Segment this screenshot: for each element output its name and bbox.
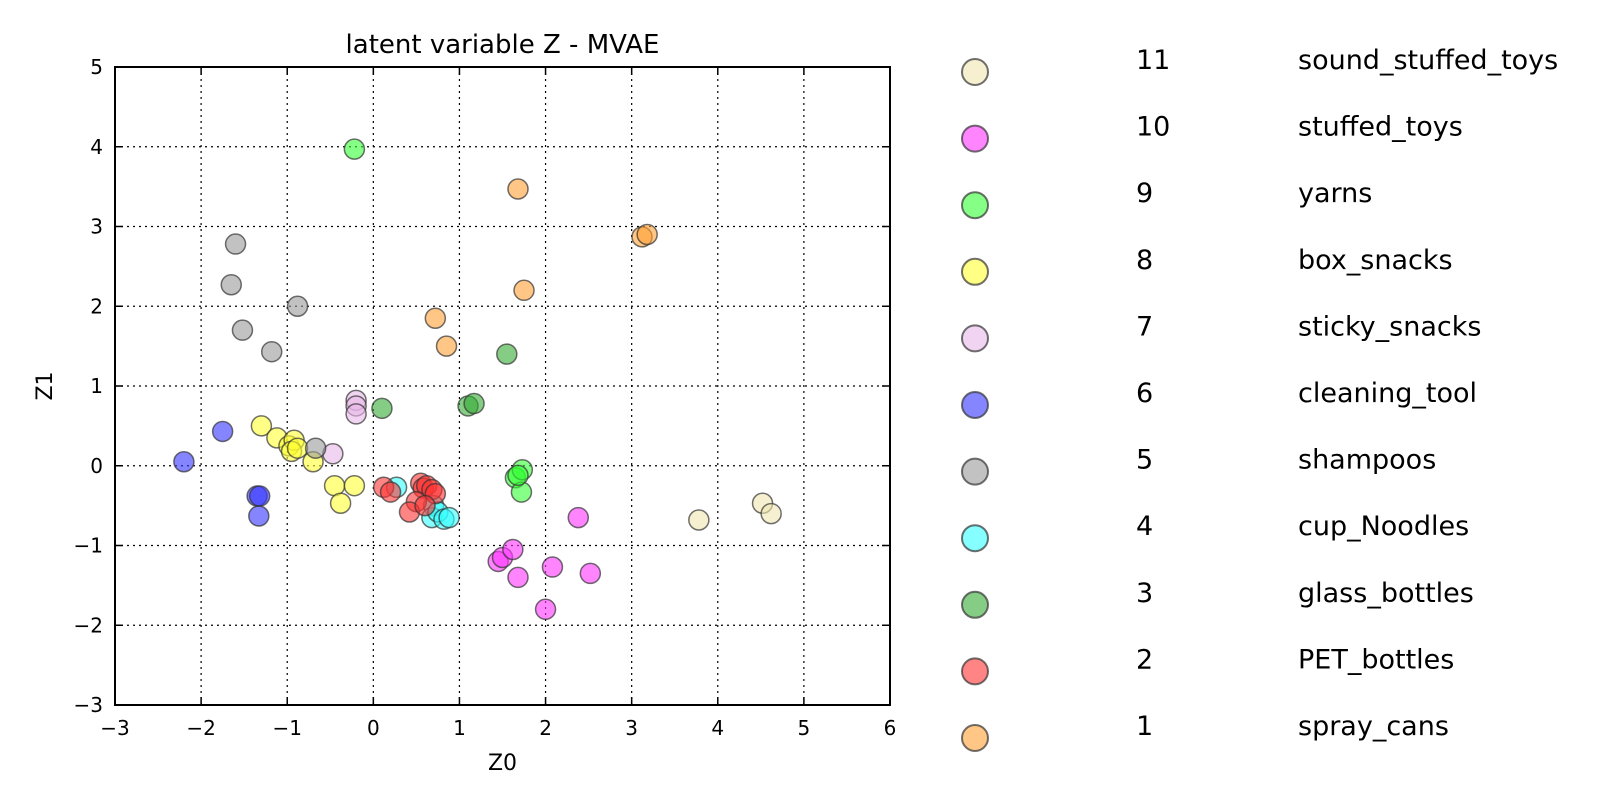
scatter-point-cleaning_tool	[173, 451, 195, 473]
y-tick-label: 1	[90, 374, 103, 398]
scatter-point-box_snacks	[343, 474, 366, 497]
scatter-point-shampoos	[260, 340, 283, 363]
x-tick-label: 2	[539, 716, 552, 740]
scatter-point-yarns	[343, 138, 366, 160]
scatter-point-yarns	[507, 464, 529, 487]
y-tick-label: 4	[90, 135, 103, 159]
x-tick-label: −3	[100, 716, 129, 740]
scatter-point-PET_bottles	[379, 481, 402, 503]
x-tick-label: 4	[711, 716, 724, 740]
scatter-point-shampoos	[220, 273, 242, 296]
scatter-point-spray_cans	[424, 307, 447, 329]
x-tick-label: 6	[884, 716, 897, 740]
scatter-point-spray_cans	[507, 178, 529, 200]
legend-marker	[961, 58, 989, 86]
scatter-point-glass_bottles	[463, 392, 485, 415]
scatter-point-glass_bottles	[496, 343, 518, 365]
legend-id: 9	[1136, 178, 1153, 209]
y-tick-label: −1	[74, 534, 103, 558]
legend-id: 10	[1136, 112, 1170, 143]
chart-title: latent variable Z - MVAE	[346, 30, 660, 60]
scatter-point-cleaning_tool	[248, 505, 270, 527]
scatter-point-shampoos	[304, 437, 327, 459]
scatter-point-sticky_snacks	[345, 403, 367, 425]
legend-label: stuffed_toys	[1298, 112, 1463, 143]
legend-label: glass_bottles	[1298, 578, 1474, 609]
y-tick-label: 3	[90, 215, 103, 239]
legend-marker	[961, 524, 989, 553]
y-tick-label: 2	[90, 294, 103, 318]
legend-label: yarns	[1298, 178, 1372, 209]
legend-marker	[961, 724, 989, 752]
legend-id: 5	[1136, 445, 1153, 476]
scatter-point-spray_cans	[513, 279, 535, 302]
scatter-point-sound_stuffed_toys	[688, 509, 710, 531]
scatter-point-box_snacks	[250, 415, 273, 437]
scatter-point-spray_cans	[435, 335, 458, 357]
legend-marker	[961, 391, 989, 419]
scatter-point-box_snacks	[329, 492, 352, 514]
legend-marker	[961, 191, 989, 220]
legend-label: cup_Noodles	[1298, 511, 1469, 542]
x-axis-label: Z0	[488, 751, 517, 776]
scatter-point-stuffed_toys	[534, 598, 557, 621]
scatter-point-stuffed_toys	[567, 506, 590, 529]
x-tick-label: 1	[453, 716, 466, 740]
x-tick-label: −2	[186, 716, 215, 740]
legend-marker	[961, 590, 989, 619]
legend-marker	[961, 457, 989, 486]
axis-ticks: −3 −2 −1 0 1 2 3 4 5 6 −3 −2 −1 0 1 2 3 4 5	[74, 55, 897, 740]
legend-marker	[961, 324, 989, 353]
legend-id: 7	[1136, 311, 1153, 342]
scatter-point-cleaning_tool	[211, 420, 234, 443]
scatter-point-shampoos	[286, 295, 309, 317]
legend-marker	[961, 124, 989, 153]
y-tick-label: 5	[90, 55, 103, 79]
legend-label: sticky_snacks	[1298, 311, 1481, 342]
legend-label: spray_cans	[1298, 711, 1449, 742]
scatter-point-cup_Noodles	[438, 506, 460, 529]
legend-label: PET_bottles	[1298, 644, 1454, 675]
scatter-point-stuffed_toys	[502, 538, 524, 561]
legend-id: 4	[1136, 511, 1153, 542]
x-tick-label: 5	[798, 716, 811, 740]
scatter-point-stuffed_toys	[541, 556, 564, 578]
x-tick-label: 3	[625, 716, 638, 740]
legend: 11 sound_stuffed_toys 10 stuffed_toys 9 yarns…	[961, 45, 1558, 752]
scatter-points	[173, 138, 782, 621]
scatter-point-stuffed_toys	[579, 562, 602, 585]
scatter-point-PET_bottles	[414, 494, 436, 517]
scatter-point-glass_bottles	[371, 397, 393, 420]
scatter-point-sound_stuffed_toys	[760, 502, 782, 525]
legend-marker	[961, 257, 989, 286]
y-tick-label: −3	[74, 693, 103, 717]
legend-label: shampoos	[1298, 445, 1436, 476]
legend-label: cleaning_tool	[1298, 378, 1477, 409]
legend-label: sound_stuffed_toys	[1298, 45, 1558, 76]
legend-id: 2	[1136, 644, 1153, 675]
legend-id: 1	[1136, 711, 1153, 742]
scatter-point-spray_cans	[636, 223, 658, 246]
x-tick-label: −1	[272, 716, 301, 740]
x-tick-label: 0	[367, 716, 380, 740]
legend-id: 8	[1136, 245, 1153, 276]
y-axis-label: Z1	[33, 371, 58, 400]
legend-label: box_snacks	[1298, 245, 1453, 276]
y-tick-label: 0	[90, 454, 103, 478]
y-tick-label: −2	[74, 613, 103, 637]
scatter-point-stuffed_toys	[507, 566, 529, 589]
legend-marker	[961, 657, 989, 686]
legend-id: 3	[1136, 578, 1153, 609]
grid	[115, 67, 890, 705]
scatter-point-shampoos	[231, 319, 254, 341]
legend-id: 6	[1136, 378, 1153, 409]
scatter-point-cleaning_tool	[248, 485, 271, 507]
legend-id: 11	[1136, 45, 1170, 76]
scatter-point-shampoos	[224, 233, 247, 255]
